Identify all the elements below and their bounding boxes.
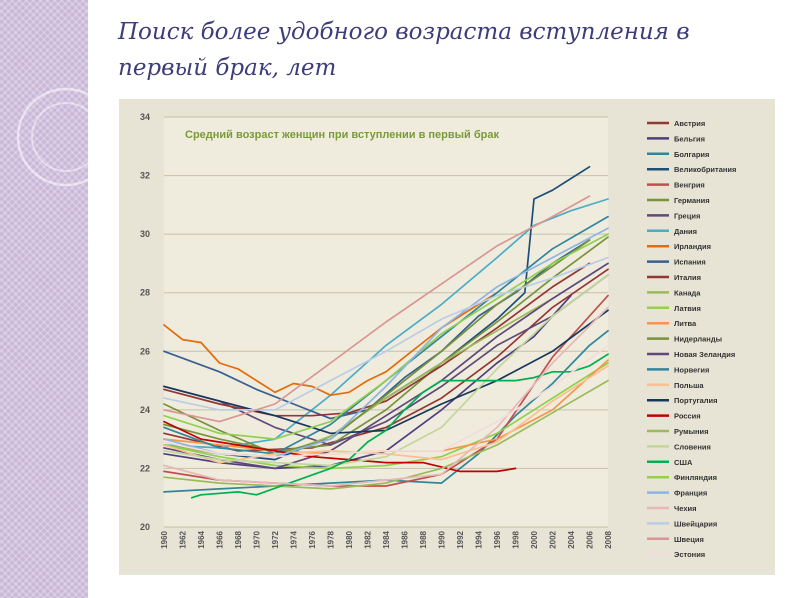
x-tick-label: 1984 bbox=[382, 530, 391, 548]
legend-label: Бельгия bbox=[674, 134, 705, 143]
series-line bbox=[163, 239, 591, 455]
axis-layer: 20 22 24 26 28 30 32 34 1960 1962 1964 1966 1968 1970… bbox=[140, 112, 613, 549]
legend-label: Польша bbox=[674, 381, 704, 390]
legend-label: Чехия bbox=[674, 504, 697, 513]
legend-label: Швеция bbox=[674, 535, 704, 544]
legend-label: Швейцария bbox=[674, 519, 717, 528]
x-tick-label: 2008 bbox=[604, 530, 613, 548]
decorative-side-panel bbox=[0, 0, 88, 598]
legend-label: Испания bbox=[674, 258, 706, 267]
line-chart: 20 22 24 26 28 30 32 34 1960 1962 1964 1966 1968 1970… bbox=[140, 112, 736, 559]
series-line bbox=[163, 365, 609, 464]
legend-label: Ирландия bbox=[674, 242, 711, 251]
legend-label: Россия bbox=[674, 412, 701, 421]
x-tick-label: 2004 bbox=[567, 530, 576, 548]
y-tick-label: 24 bbox=[140, 405, 150, 415]
y-tick-label: 20 bbox=[140, 522, 150, 532]
series-line bbox=[163, 274, 609, 467]
legend-label: Греция bbox=[674, 211, 700, 220]
chart-area: 20 22 24 26 28 30 32 34 1960 1962 1964 1966 1968 1970… bbox=[119, 99, 775, 575]
series-line bbox=[163, 165, 591, 461]
series-line bbox=[190, 353, 609, 499]
legend-label: Германия bbox=[674, 196, 710, 205]
legend-label: Австрия bbox=[674, 119, 705, 128]
legend-label: Великобритания bbox=[674, 165, 736, 174]
x-tick-label: 1960 bbox=[160, 530, 169, 548]
series-line bbox=[163, 236, 609, 452]
x-tick-label: 1970 bbox=[253, 530, 262, 548]
x-tick-label: 1988 bbox=[419, 530, 428, 548]
legend-label: Италия bbox=[674, 273, 701, 282]
series-line bbox=[163, 344, 609, 458]
legend-label: Латвия bbox=[674, 304, 701, 313]
x-tick-label: 1968 bbox=[234, 530, 243, 548]
x-tick-label: 1994 bbox=[475, 530, 484, 548]
series-line bbox=[163, 262, 609, 470]
legend-label: Норвегия bbox=[674, 365, 709, 374]
series-line bbox=[163, 256, 609, 411]
legend-label: Дания bbox=[674, 227, 697, 236]
series-line bbox=[163, 306, 609, 487]
series-line bbox=[163, 379, 609, 490]
legend-label: Португалия bbox=[674, 396, 718, 405]
deco-circle-large bbox=[16, 87, 116, 187]
y-tick-label: 34 bbox=[140, 112, 150, 122]
legend-label: Финляндия bbox=[674, 473, 717, 482]
y-tick-label: 28 bbox=[140, 288, 150, 298]
legend-label: Нидерланды bbox=[674, 335, 722, 344]
x-tick-label: 1976 bbox=[308, 530, 317, 548]
deco-circle-small bbox=[31, 102, 101, 172]
x-tick-label: 1978 bbox=[327, 530, 336, 548]
series-line bbox=[163, 198, 609, 449]
legend-label: Франция bbox=[674, 489, 707, 498]
x-tick-label: 1972 bbox=[271, 530, 280, 548]
x-tick-label: 1962 bbox=[179, 530, 188, 548]
legend-label: Венгрия bbox=[674, 181, 705, 190]
legend-label: Словения bbox=[674, 442, 711, 451]
y-tick-label: 26 bbox=[140, 346, 150, 356]
x-tick-label: 1974 bbox=[290, 530, 299, 548]
y-tick-label: 30 bbox=[140, 229, 150, 239]
x-tick-label: 2002 bbox=[549, 530, 558, 548]
series-line bbox=[163, 329, 609, 493]
x-tick-label: 1998 bbox=[512, 530, 521, 548]
legend-label: Канада bbox=[674, 288, 701, 297]
x-tick-label: 1966 bbox=[216, 530, 225, 548]
series-layer bbox=[163, 165, 609, 499]
x-tick-label: 1964 bbox=[197, 530, 206, 548]
series-line bbox=[163, 195, 591, 423]
legend-label: Литва bbox=[674, 319, 697, 328]
legend-label: Болгария bbox=[674, 150, 709, 159]
x-tick-label: 1990 bbox=[438, 530, 447, 548]
legend-label: Новая Зеландия bbox=[674, 350, 735, 359]
legend-label: Румыния bbox=[674, 427, 709, 436]
x-tick-label: 1982 bbox=[364, 530, 373, 548]
x-tick-label: 2000 bbox=[530, 530, 539, 548]
slide-title: Поиск более удобного возраста вступления… bbox=[118, 19, 690, 81]
x-tick-label: 1992 bbox=[456, 530, 465, 548]
legend-label: Эстония bbox=[674, 550, 705, 559]
series-line bbox=[163, 233, 609, 440]
decorative-circles bbox=[16, 87, 116, 187]
x-tick-label: 2006 bbox=[586, 530, 595, 548]
legend-label: США bbox=[674, 458, 693, 467]
legend: Австрия Бельгия Болгария Великобритания Венг… bbox=[647, 119, 736, 559]
x-tick-label: 1980 bbox=[345, 530, 354, 548]
chart-title: Средний возраст женщин при вступлении в … bbox=[185, 129, 500, 141]
x-tick-label: 1986 bbox=[401, 530, 410, 548]
y-tick-label: 32 bbox=[140, 171, 150, 181]
y-tick-label: 22 bbox=[140, 463, 150, 473]
x-tick-label: 1996 bbox=[493, 530, 502, 548]
